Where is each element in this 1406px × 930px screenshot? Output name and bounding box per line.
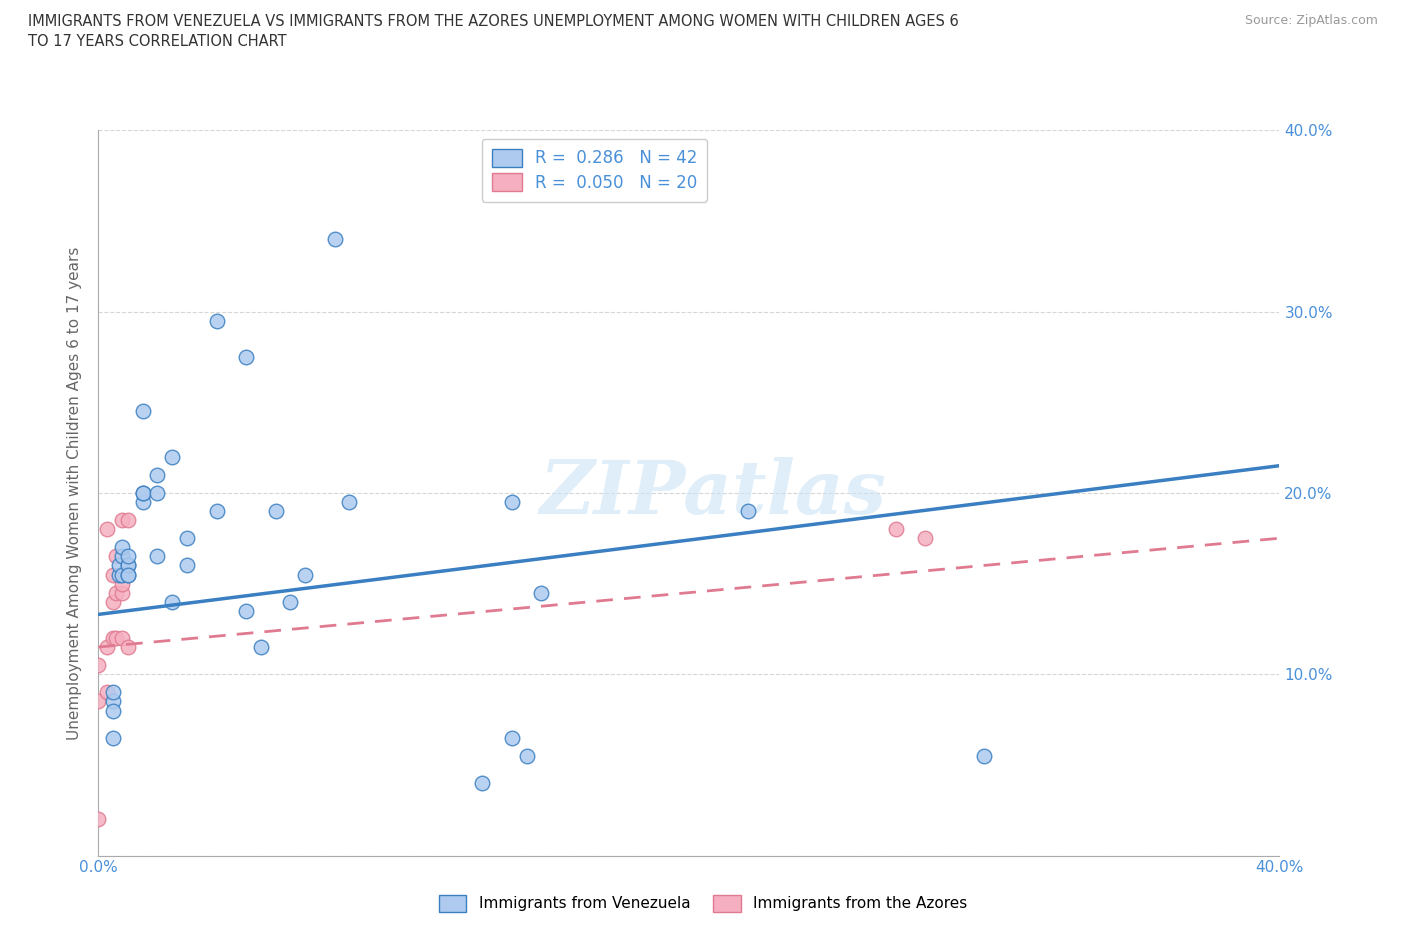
Point [103,694,125,709]
Point [323,232,346,246]
Point [111,549,134,564]
Point [973,749,995,764]
Point [111,567,134,582]
Point [108,567,131,582]
Point [264,504,287,519]
Point [146,549,169,564]
Y-axis label: Unemployment Among Women with Children Ages 6 to 17 years: Unemployment Among Women with Children A… [67,246,83,739]
Point [87,812,110,827]
Point [117,567,139,582]
Point [103,631,125,645]
Point [294,567,316,582]
Text: ZIPatlas: ZIPatlas [538,457,886,529]
Point [132,485,155,500]
Point [103,730,125,745]
Point [250,640,273,655]
Point [117,567,139,582]
Legend: R =  0.286   N = 42, R =  0.050   N = 20: R = 0.286 N = 42, R = 0.050 N = 20 [482,139,707,202]
Point [103,594,125,609]
Point [117,640,139,655]
Point [530,585,553,600]
Point [96,684,118,700]
Point [515,749,537,764]
Point [884,522,907,537]
Point [108,558,131,573]
Point [146,468,169,483]
Point [339,495,360,510]
Point [96,522,118,537]
Point [235,604,257,618]
Point [96,640,118,655]
Point [111,585,134,600]
Point [103,567,125,582]
Point [737,504,759,519]
Text: Source: ZipAtlas.com: Source: ZipAtlas.com [1244,14,1378,27]
Point [103,684,125,700]
Text: IMMIGRANTS FROM VENEZUELA VS IMMIGRANTS FROM THE AZORES UNEMPLOYMENT AMONG WOMEN: IMMIGRANTS FROM VENEZUELA VS IMMIGRANTS … [28,14,959,29]
Point [87,694,110,709]
Point [111,631,134,645]
Point [162,594,183,609]
Point [117,512,139,527]
Point [105,585,128,600]
Point [176,531,198,546]
Point [111,577,134,591]
Point [132,495,155,510]
Point [105,631,128,645]
Point [162,449,183,464]
Point [278,594,302,609]
Point [103,703,125,718]
Point [111,512,134,527]
Point [914,531,936,546]
Point [117,558,139,573]
Point [501,495,523,510]
Point [471,776,494,790]
Point [87,658,110,672]
Point [132,404,155,418]
Point [132,485,155,500]
Point [117,558,139,573]
Point [146,485,169,500]
Point [235,350,257,365]
Legend: Immigrants from Venezuela, Immigrants from the Azores: Immigrants from Venezuela, Immigrants fr… [433,889,973,918]
Point [205,313,228,328]
Point [205,504,228,519]
Point [501,730,523,745]
Point [111,539,134,554]
Point [117,549,139,564]
Text: TO 17 YEARS CORRELATION CHART: TO 17 YEARS CORRELATION CHART [28,34,287,49]
Point [176,558,198,573]
Point [105,549,128,564]
